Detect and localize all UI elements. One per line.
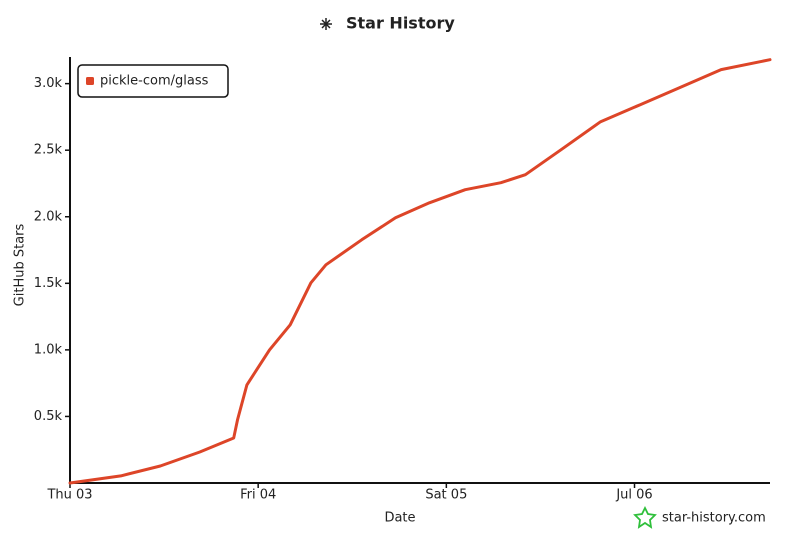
y-tick-label: 1.0k (34, 342, 63, 357)
x-tick-label: Fri 04 (240, 488, 276, 503)
watermark-icon (633, 505, 657, 529)
x-tick-label: Sat 05 (425, 488, 467, 503)
legend-label: pickle-com/glass (100, 74, 209, 89)
y-tick-label: 2.5k (34, 143, 63, 158)
y-tick-label: 2.0k (34, 209, 63, 224)
y-axis-label: GitHub Stars (13, 223, 28, 306)
x-tick-label: Jul 06 (615, 488, 652, 503)
y-tick-label: 3.0k (34, 76, 63, 91)
title-icon (320, 18, 332, 30)
legend: pickle-com/glass (77, 64, 229, 98)
series-line (68, 58, 772, 485)
watermark: star-history.com (662, 511, 766, 526)
chart-title: Star History (346, 14, 455, 33)
x-axis-label: Date (384, 511, 415, 526)
legend-swatch (86, 77, 94, 85)
legend-box (77, 64, 229, 98)
x-tick-label: Thu 03 (46, 488, 92, 503)
y-tick-label: 1.5k (34, 276, 63, 291)
y-tick-label: 0.5k (34, 409, 63, 424)
axes (69, 57, 770, 484)
